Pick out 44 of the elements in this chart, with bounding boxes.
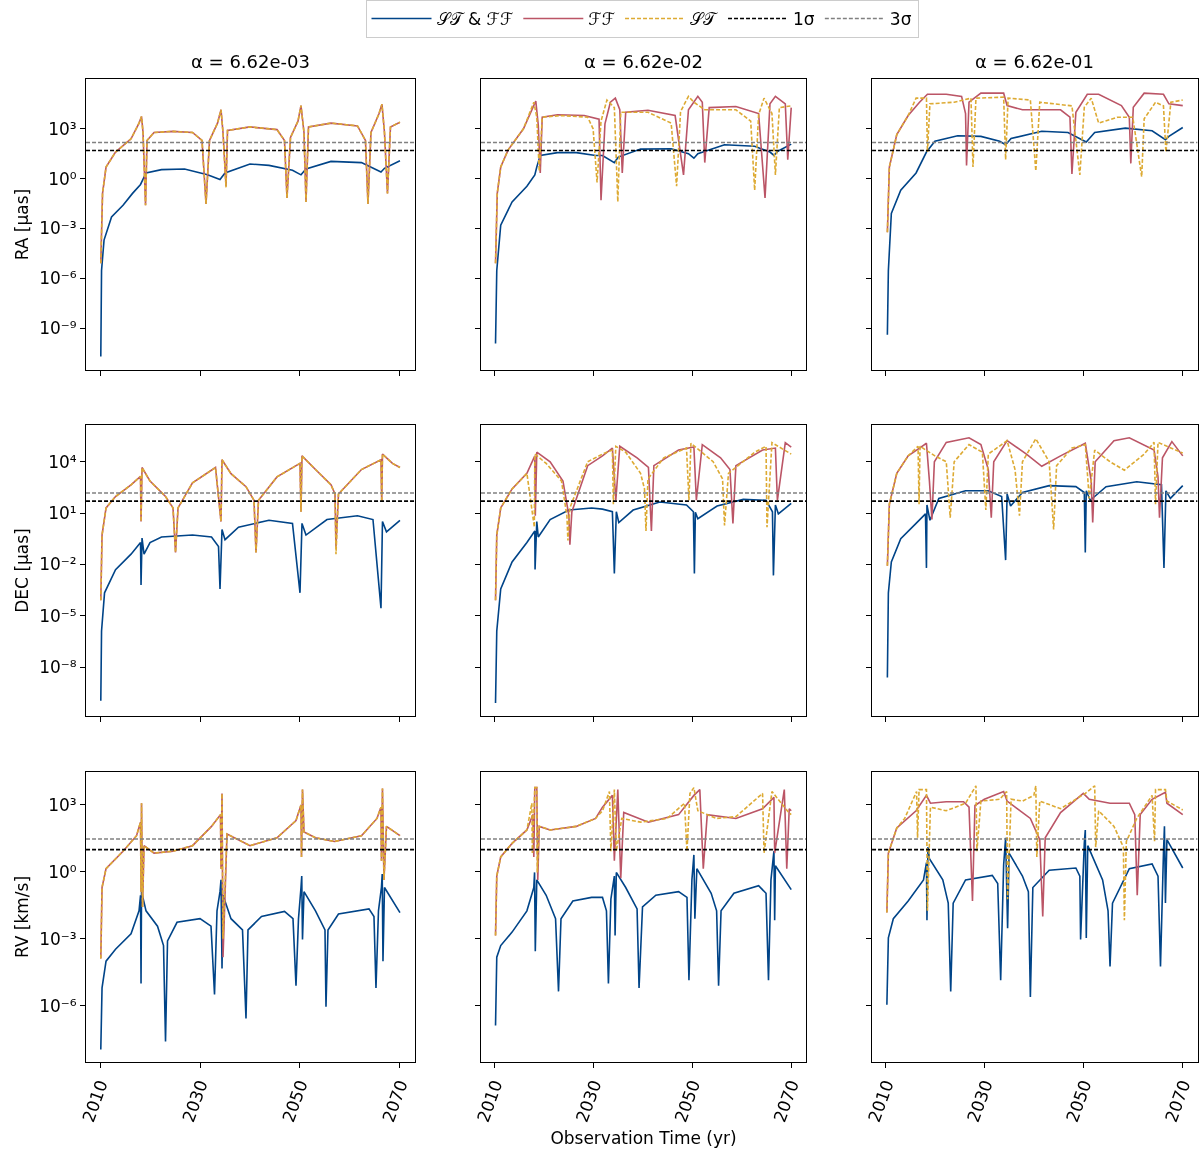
y-tick-label: 10⁻³ <box>39 928 77 949</box>
line-series <box>99 873 401 1051</box>
x-tick-label: 2010 <box>78 1077 112 1125</box>
x-tick-label: 2050 <box>670 1077 705 1125</box>
line-series <box>99 453 401 602</box>
x-tick-label: 2070 <box>1160 1077 1195 1125</box>
chart-title: α = 6.62e-03 <box>191 51 310 72</box>
x-axis-title: Observation Time (yr) <box>550 1128 737 1149</box>
y-tick-label: 10⁻³ <box>39 218 77 239</box>
line-series <box>99 514 401 702</box>
legend-label: 𝒮𝒯 <box>690 9 719 30</box>
x-tick-label: 2070 <box>769 1077 803 1125</box>
y-tick-label: 10⁻² <box>39 554 77 575</box>
x-tick-label: 2030 <box>571 1077 606 1125</box>
y-axis-title: DEC [μas] <box>11 528 32 613</box>
x-tick-label: 2030 <box>178 1077 212 1125</box>
x-tick-label: 2010 <box>472 1077 507 1125</box>
y-tick-label: 10⁴ <box>48 451 77 472</box>
chart-title: α = 6.62e-01 <box>975 51 1094 72</box>
legend-label: 1σ <box>793 9 815 30</box>
y-tick-label: 10⁰ <box>48 168 77 189</box>
legend-label: 3σ <box>889 9 912 30</box>
y-tick-label: 10⁻⁹ <box>39 318 77 339</box>
x-tick-label: 2050 <box>278 1077 312 1125</box>
y-tick-label: 10³ <box>48 118 77 139</box>
y-tick-label: 10⁻⁶ <box>39 995 77 1016</box>
y-axis-title: RA [μas] <box>11 188 32 261</box>
y-tick-label: 10⁰ <box>48 861 77 882</box>
line-series <box>99 103 401 265</box>
chart-title: α = 6.62e-02 <box>584 51 703 72</box>
y-tick-label: 10³ <box>48 794 77 815</box>
y-tick-label: 10⁻⁶ <box>39 268 77 289</box>
legend-label: ℱℱ <box>588 9 616 30</box>
y-tick-label: 10⁻⁸ <box>39 657 77 678</box>
line-series <box>99 787 401 960</box>
y-tick-label: 10¹ <box>48 503 77 524</box>
line-series <box>99 159 401 358</box>
y-axis-title: RV [km/s] <box>11 875 32 959</box>
legend-label: 𝒮𝒯 & ℱℱ <box>436 9 514 30</box>
x-tick-label: 2010 <box>864 1077 898 1125</box>
x-tick-label: 2070 <box>378 1077 412 1125</box>
y-tick-label: 10⁻⁵ <box>39 605 77 626</box>
x-tick-label: 2050 <box>1061 1077 1096 1125</box>
x-tick-label: 2030 <box>963 1077 997 1125</box>
